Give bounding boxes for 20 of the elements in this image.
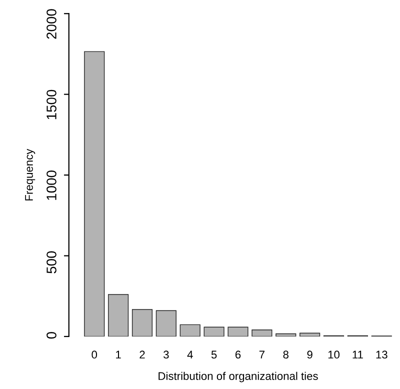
x-tick-label: 0 [92, 350, 98, 359]
x-tick-label: 8 [283, 350, 288, 359]
y-tick-label: 2000 [46, 9, 56, 39]
y-tick-label: 1500 [46, 90, 56, 120]
y-tick-label: 1000 [46, 170, 56, 200]
x-tick-label: 2 [140, 350, 145, 358]
x-tick-label: 6 [235, 350, 241, 359]
x-tick-label: 13 [376, 350, 388, 359]
x-tick-label: 5 [211, 350, 217, 359]
x-tick-label: 1 [116, 350, 121, 358]
x-tick-label: 7 [259, 350, 264, 358]
y-tick-label: 0 [46, 332, 56, 339]
y-axis-title: Frequency [25, 148, 36, 200]
x-tick-label: 10 [328, 350, 340, 359]
x-tick-label: 3 [164, 350, 169, 359]
x-tick-label: 4 [187, 350, 193, 358]
x-axis-title: Distribution of organizational ties [158, 372, 318, 382]
x-tick-label: 9 [307, 350, 312, 359]
y-tick-label: 500 [46, 251, 56, 274]
x-tick-label: 11 [352, 350, 363, 358]
